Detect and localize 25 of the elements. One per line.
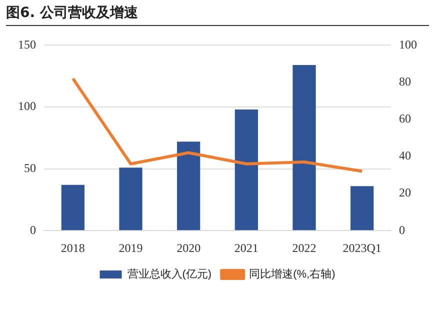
y-tick-label: 100 (18, 99, 36, 114)
y2-tick-label: 20 (399, 186, 411, 200)
y2-tick-label: 60 (399, 112, 411, 126)
x-tick-label: 2021 (234, 240, 258, 255)
y-tick-label: 50 (24, 160, 36, 175)
y2-tick-label: 0 (399, 222, 405, 237)
y-tick-label: 150 (18, 37, 36, 52)
chart-title: 图6. 公司营收及增速 (6, 4, 429, 26)
bar (234, 109, 258, 230)
x-tick-label: 2022 (292, 240, 316, 255)
x-tick-label: 2023Q1 (342, 240, 382, 255)
y-tick-label: 0 (30, 222, 36, 237)
legend-label: 营业总收入(亿元) (127, 268, 212, 281)
bar (177, 142, 200, 230)
bar (292, 64, 316, 230)
y2-tick-label: 100 (399, 37, 417, 52)
x-tick-label: 2018 (60, 240, 85, 255)
x-tick-label: 2019 (118, 240, 143, 255)
y2-tick-label: 40 (399, 148, 411, 163)
legend-label: 同比增速(%,右轴) (249, 268, 336, 281)
bar (119, 168, 142, 230)
bar (350, 186, 374, 230)
x-tick-label: 2020 (176, 240, 201, 255)
bar (61, 184, 84, 230)
y2-tick-label: 80 (399, 74, 411, 88)
